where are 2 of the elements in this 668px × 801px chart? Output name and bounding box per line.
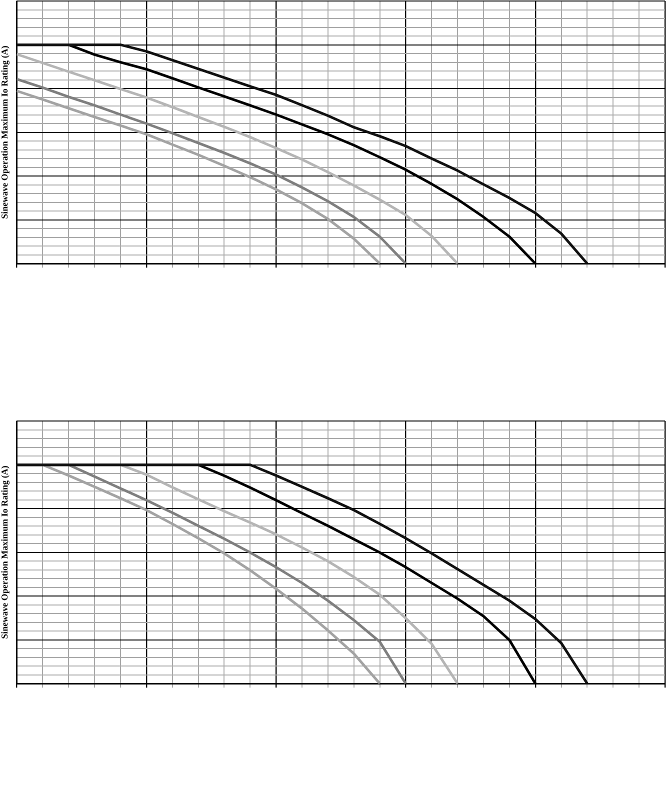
y-axis-title: Sinewave Operation Maximum Io Rating (A): [0, 466, 10, 639]
y-axis-title: Sinewave Operation Maximum Io Rating (A): [0, 46, 10, 219]
